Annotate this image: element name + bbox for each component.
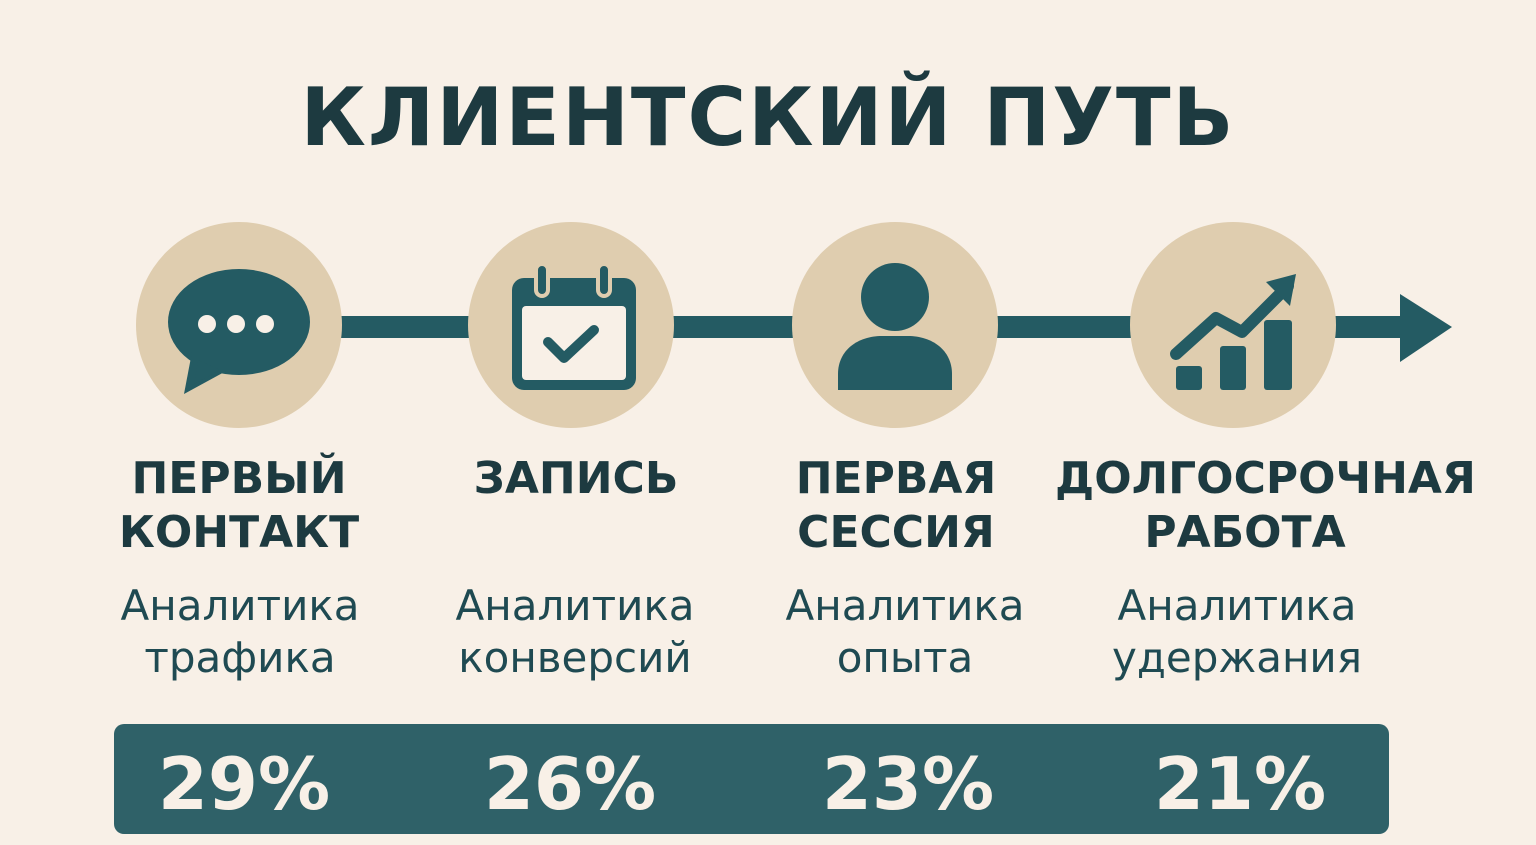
stage-1-value: 29% <box>157 742 331 826</box>
chat-bubble-icon <box>168 269 310 394</box>
stage-1-subtitle: Аналитика трафика <box>120 581 360 682</box>
growth-chart-icon <box>1170 274 1296 390</box>
stage-3-name: ПЕРВАЯ СЕССИЯ <box>795 453 997 558</box>
stage-1-circle <box>136 222 342 428</box>
stage-4-value: 21% <box>1153 742 1327 826</box>
stage-3-subtitle: Аналитика опыта <box>785 581 1025 682</box>
page-title: КЛИЕНТСКИЙ ПУТЬ <box>300 71 1236 164</box>
stage-3-value: 23% <box>821 742 995 826</box>
stage-3-circle <box>792 222 998 428</box>
stage-2-value: 26% <box>483 742 657 826</box>
stage-4-circle <box>1130 222 1336 428</box>
stage-2-circle <box>468 222 674 428</box>
stage-2-name: ЗАПИСЬ <box>473 453 679 504</box>
stats-bar <box>114 724 1389 834</box>
person-icon <box>838 263 952 390</box>
calendar-check-icon <box>512 262 636 390</box>
stage-4-name: ДОЛГОСРОЧНАЯ РАБОТА <box>1055 453 1476 558</box>
stage-4-subtitle: Аналитика удержания <box>1112 581 1362 682</box>
stage-1-name: ПЕРВЫЙ КОНТАКТ <box>118 453 360 558</box>
stage-2-subtitle: Аналитика конверсий <box>455 581 695 682</box>
